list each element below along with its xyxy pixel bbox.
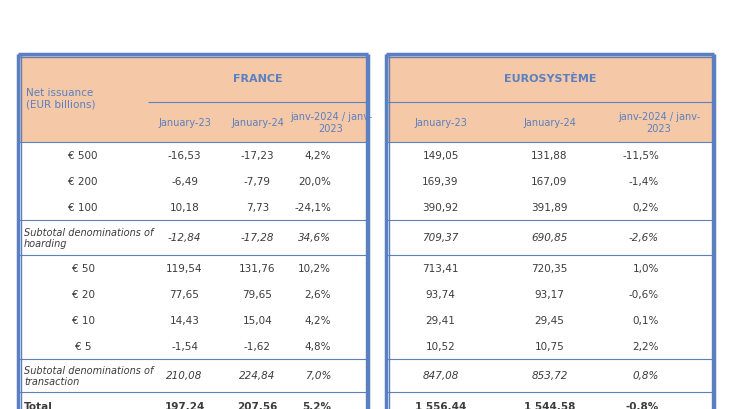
Text: 1 556,44: 1 556,44: [415, 401, 466, 409]
Text: January-23: January-23: [414, 118, 467, 128]
Text: Net issuance
(EUR billions): Net issuance (EUR billions): [26, 88, 96, 110]
Text: 77,65: 77,65: [169, 289, 199, 299]
Text: 169,39: 169,39: [422, 177, 458, 187]
Text: -16,53: -16,53: [168, 151, 201, 161]
Text: 224,84: 224,84: [239, 371, 276, 380]
Text: 10,75: 10,75: [534, 341, 564, 351]
Text: € 50: € 50: [72, 263, 94, 273]
Text: 709,37: 709,37: [423, 233, 458, 243]
Text: 93,17: 93,17: [534, 289, 564, 299]
Text: 10,2%: 10,2%: [298, 263, 331, 273]
Text: January-24: January-24: [231, 118, 284, 128]
Text: 1 544,58: 1 544,58: [524, 401, 575, 409]
Text: janv-2024 / janv-
2023: janv-2024 / janv- 2023: [618, 112, 700, 133]
Text: January-23: January-23: [158, 118, 211, 128]
Text: 119,54: 119,54: [166, 263, 203, 273]
Text: janv-2024 / janv-
2023: janv-2024 / janv- 2023: [290, 112, 372, 133]
Text: 15,04: 15,04: [242, 315, 272, 325]
Text: 34,6%: 34,6%: [298, 233, 331, 243]
Text: 79,65: 79,65: [242, 289, 272, 299]
Text: January-24: January-24: [523, 118, 576, 128]
Text: 29,45: 29,45: [534, 315, 564, 325]
Text: -0,6%: -0,6%: [629, 289, 659, 299]
Text: 7,73: 7,73: [246, 202, 269, 213]
Text: 4,2%: 4,2%: [304, 151, 331, 161]
Text: -12,84: -12,84: [168, 233, 201, 243]
Text: 0,8%: 0,8%: [633, 371, 659, 380]
Text: 0,2%: 0,2%: [633, 202, 659, 213]
Text: 4,8%: 4,8%: [304, 341, 331, 351]
Text: 14,43: 14,43: [169, 315, 199, 325]
Text: € 5: € 5: [74, 341, 91, 351]
Bar: [18, 55, 368, 143]
Text: € 20: € 20: [72, 289, 94, 299]
Text: 20,0%: 20,0%: [298, 177, 331, 187]
Text: 391,89: 391,89: [531, 202, 568, 213]
Text: 2,6%: 2,6%: [304, 289, 331, 299]
Text: 853,72: 853,72: [531, 371, 568, 380]
Text: € 100: € 100: [68, 202, 98, 213]
Bar: [386, 143, 714, 409]
Text: 10,18: 10,18: [169, 202, 199, 213]
Text: 93,74: 93,74: [426, 289, 456, 299]
Text: Subtotal denominations of
transaction: Subtotal denominations of transaction: [24, 365, 153, 387]
Text: 2,2%: 2,2%: [632, 341, 659, 351]
Text: -24,1%: -24,1%: [294, 202, 331, 213]
Text: -1,62: -1,62: [244, 341, 271, 351]
Text: -6,49: -6,49: [171, 177, 198, 187]
Text: 690,85: 690,85: [531, 233, 568, 243]
Bar: [386, 55, 714, 143]
Text: 149,05: 149,05: [423, 151, 458, 161]
Text: -17,28: -17,28: [241, 233, 274, 243]
Text: FRANCE: FRANCE: [233, 74, 283, 84]
Text: -7,79: -7,79: [244, 177, 271, 187]
Text: Total: Total: [24, 401, 53, 409]
Text: Subtotal denominations of
hoarding: Subtotal denominations of hoarding: [24, 227, 153, 249]
Text: 10,52: 10,52: [426, 341, 456, 351]
Text: -2,6%: -2,6%: [629, 233, 659, 243]
Bar: [18, 143, 368, 409]
Text: EUROSYSTÈME: EUROSYSTÈME: [504, 74, 596, 84]
Text: 0,1%: 0,1%: [633, 315, 659, 325]
Text: 5,2%: 5,2%: [302, 401, 331, 409]
Text: -17,23: -17,23: [241, 151, 274, 161]
Text: 167,09: 167,09: [531, 177, 568, 187]
Text: 720,35: 720,35: [531, 263, 568, 273]
Text: 847,08: 847,08: [423, 371, 458, 380]
Text: 210,08: 210,08: [166, 371, 203, 380]
Text: € 200: € 200: [68, 177, 98, 187]
Text: -1,54: -1,54: [171, 341, 198, 351]
Text: -1,4%: -1,4%: [629, 177, 659, 187]
Text: 197,24: 197,24: [164, 401, 204, 409]
Text: € 10: € 10: [72, 315, 94, 325]
Text: 390,92: 390,92: [423, 202, 458, 213]
Text: € 500: € 500: [68, 151, 98, 161]
Text: 29,41: 29,41: [426, 315, 456, 325]
Text: 131,76: 131,76: [239, 263, 276, 273]
Text: 7,0%: 7,0%: [304, 371, 331, 380]
Text: 131,88: 131,88: [531, 151, 568, 161]
Text: 713,41: 713,41: [422, 263, 458, 273]
Text: 1,0%: 1,0%: [633, 263, 659, 273]
Text: -11,5%: -11,5%: [622, 151, 659, 161]
Text: 4,2%: 4,2%: [304, 315, 331, 325]
Text: -0,8%: -0,8%: [626, 401, 659, 409]
Text: 207,56: 207,56: [237, 401, 277, 409]
